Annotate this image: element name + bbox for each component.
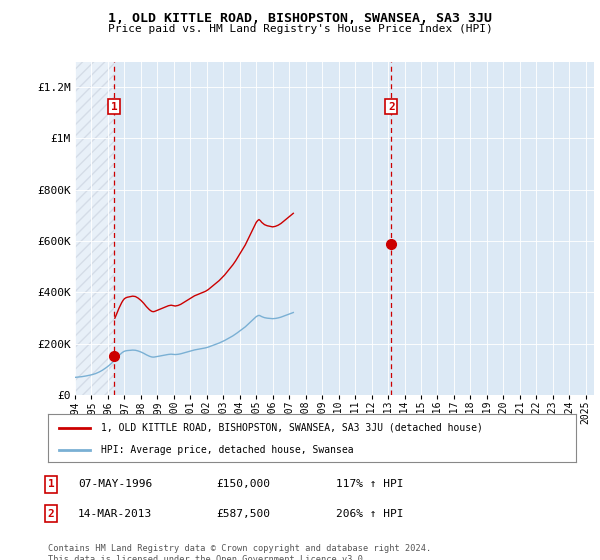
- Text: 1: 1: [110, 101, 118, 111]
- Text: Contains HM Land Registry data © Crown copyright and database right 2024.
This d: Contains HM Land Registry data © Crown c…: [48, 544, 431, 560]
- Text: 1, OLD KITTLE ROAD, BISHOPSTON, SWANSEA, SA3 3JU (detached house): 1, OLD KITTLE ROAD, BISHOPSTON, SWANSEA,…: [101, 423, 482, 433]
- Text: 206% ↑ HPI: 206% ↑ HPI: [336, 508, 404, 519]
- Text: HPI: Average price, detached house, Swansea: HPI: Average price, detached house, Swan…: [101, 445, 353, 455]
- Text: Price paid vs. HM Land Registry's House Price Index (HPI): Price paid vs. HM Land Registry's House …: [107, 24, 493, 34]
- Text: 117% ↑ HPI: 117% ↑ HPI: [336, 479, 404, 489]
- Text: £587,500: £587,500: [216, 508, 270, 519]
- Text: 1: 1: [47, 479, 55, 489]
- Text: 07-MAY-1996: 07-MAY-1996: [78, 479, 152, 489]
- Text: £150,000: £150,000: [216, 479, 270, 489]
- Text: 1, OLD KITTLE ROAD, BISHOPSTON, SWANSEA, SA3 3JU: 1, OLD KITTLE ROAD, BISHOPSTON, SWANSEA,…: [108, 12, 492, 25]
- Text: 2: 2: [388, 101, 395, 111]
- Text: 14-MAR-2013: 14-MAR-2013: [78, 508, 152, 519]
- Text: 2: 2: [47, 508, 55, 519]
